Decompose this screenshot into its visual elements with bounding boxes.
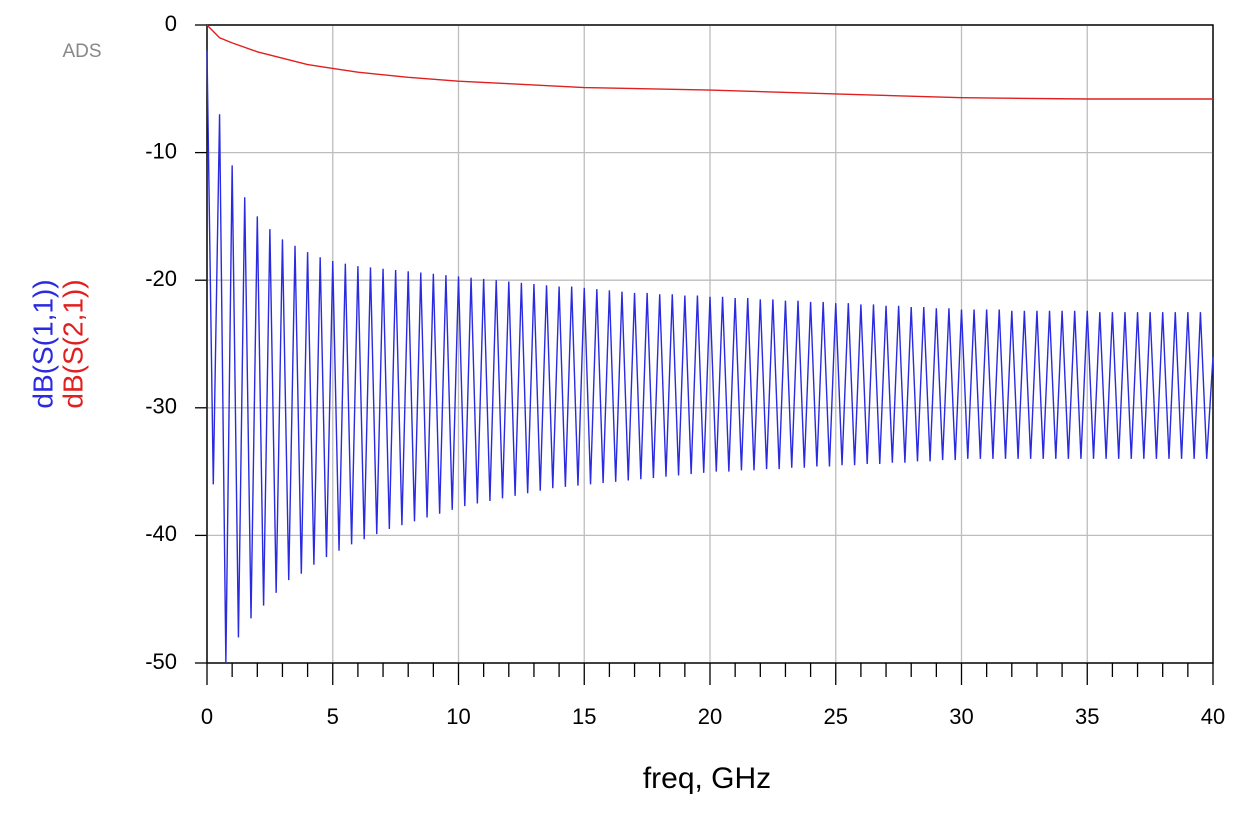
x-axis-label: freq, GHz <box>643 762 771 795</box>
legend-label: dB(S(2,1)) <box>57 279 88 408</box>
plot-frame <box>206 24 1214 664</box>
y-tick-label: -30 <box>145 394 177 419</box>
x-tick-label: 20 <box>698 704 722 729</box>
x-tick-label: 5 <box>327 704 339 729</box>
y-tick-label: -50 <box>145 649 177 674</box>
y-tick-label: -20 <box>145 266 177 291</box>
y-tick-label: -40 <box>145 521 177 546</box>
x-tick-label: 25 <box>824 704 848 729</box>
x-tick-label: 15 <box>572 704 596 729</box>
x-tick-label: 0 <box>201 704 213 729</box>
y-tick-label: 0 <box>165 11 177 36</box>
series-line <box>206 24 1213 100</box>
x-tick-label: 10 <box>446 704 470 729</box>
x-tick-label: 30 <box>949 704 973 729</box>
legend-label: dB(S(1,1)) <box>27 279 58 408</box>
x-tick-label: 35 <box>1075 704 1099 729</box>
x-tick-label: 40 <box>1201 704 1225 729</box>
badge: ADS <box>62 41 101 62</box>
series-line <box>206 50 1214 664</box>
y-tick-label: -10 <box>145 138 177 163</box>
